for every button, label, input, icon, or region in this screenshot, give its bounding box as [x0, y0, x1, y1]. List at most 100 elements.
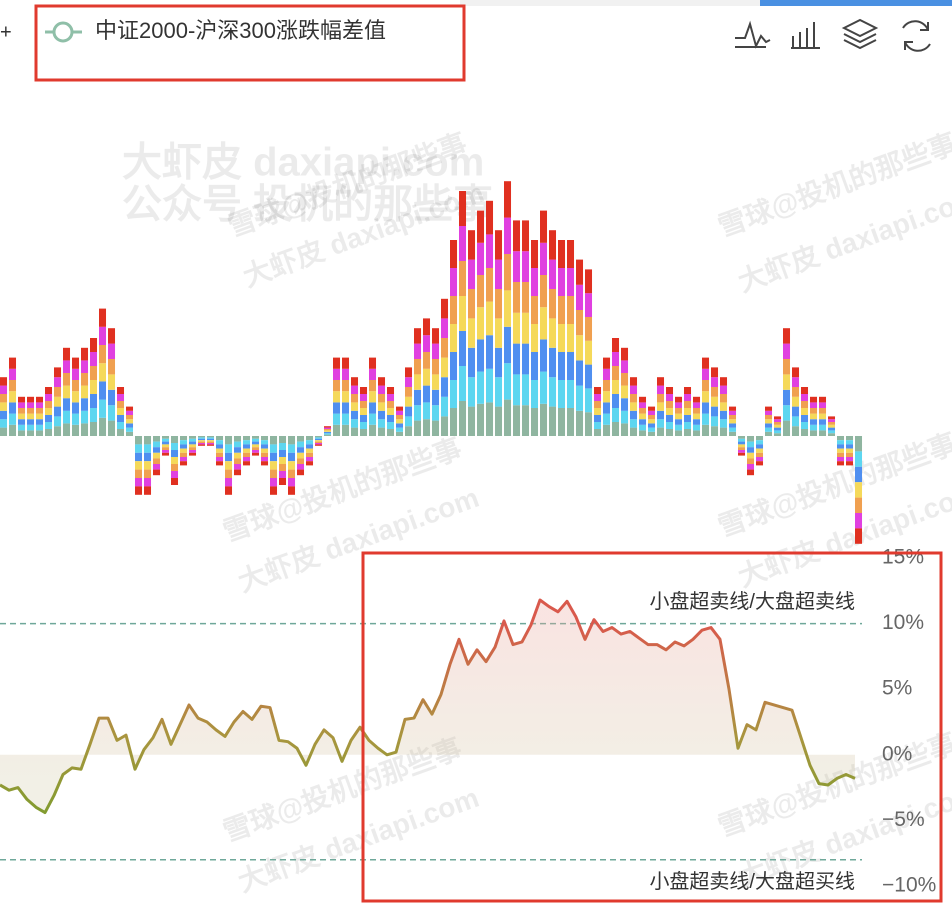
y-tick-label: 5% — [882, 677, 912, 700]
bar-segment — [54, 406, 62, 417]
bar-segment — [432, 328, 440, 344]
y-tick-label: 10% — [882, 611, 924, 634]
bar-segment — [441, 318, 449, 338]
bar-segment — [612, 422, 620, 436]
bar-segment — [576, 410, 584, 436]
bar-segment — [189, 438, 197, 442]
bar-segment — [522, 405, 530, 436]
bar-segment — [693, 430, 701, 436]
bar-segment — [630, 402, 638, 411]
bar-segment — [558, 240, 566, 268]
bar-segment — [99, 363, 107, 382]
bar-segment — [81, 423, 89, 436]
bar-segment — [99, 417, 107, 436]
bar-segment — [522, 312, 530, 344]
bar-segment — [756, 457, 764, 462]
bar-segment — [27, 408, 35, 414]
legend-label[interactable]: 中证2000-沪深300涨跌幅差值 — [95, 18, 386, 43]
bar-segment — [171, 471, 179, 478]
bar-segment — [810, 419, 818, 425]
bar-segment — [513, 282, 521, 313]
bar-segment — [234, 447, 242, 453]
bar-segment — [81, 385, 89, 399]
bar-segment — [288, 486, 296, 495]
bar-segment — [90, 352, 98, 366]
bar-segment — [522, 343, 530, 375]
bar-segment — [108, 420, 116, 436]
restore-icon[interactable] — [902, 20, 931, 52]
bar-segment — [225, 461, 233, 470]
bar-segment — [702, 413, 710, 425]
bar-segment — [243, 444, 251, 449]
bar-segment — [306, 444, 314, 449]
bar-segment — [378, 419, 386, 428]
bar-segment — [711, 377, 719, 387]
bar-segment — [153, 447, 161, 453]
bar-segment — [9, 368, 17, 380]
bar-segment — [153, 458, 161, 464]
bar-segment — [504, 326, 512, 364]
bar-segment — [333, 391, 341, 403]
bar-segment — [792, 377, 800, 387]
bar-segment — [738, 450, 746, 453]
bar-segment — [738, 438, 746, 442]
bar-segment — [18, 396, 26, 403]
legend[interactable]: 中证2000-沪深300涨跌幅差值 — [45, 18, 386, 43]
bar-segment — [567, 352, 575, 380]
bar-segment — [0, 402, 8, 411]
bar-segment — [531, 296, 539, 324]
line-switch-icon[interactable] — [735, 20, 771, 49]
bar-segment — [666, 415, 674, 422]
bar-segment — [432, 420, 440, 436]
y-tick-label: 15% — [882, 546, 924, 569]
tab[interactable] — [460, 0, 760, 6]
bar-segment — [459, 261, 467, 296]
bar-segment — [720, 377, 728, 386]
bar-segment — [846, 452, 854, 457]
bar-segment — [99, 345, 107, 364]
bar-segment — [504, 181, 512, 218]
bar-segment — [765, 427, 773, 432]
bar-segment — [27, 419, 35, 425]
bar-segment — [306, 440, 314, 445]
bar-segment — [774, 419, 782, 422]
bar-segment — [495, 289, 503, 319]
bar-segment — [765, 415, 773, 420]
bar-segment — [279, 443, 287, 450]
bar-segment — [603, 368, 611, 380]
bar-switch-icon[interactable] — [791, 22, 820, 49]
bar-segment — [414, 359, 422, 375]
bar-segment — [621, 385, 629, 399]
tab-active[interactable] — [760, 0, 952, 6]
bar-segment — [387, 387, 395, 394]
plus-button[interactable]: + — [0, 21, 12, 43]
bar-segment — [171, 478, 179, 485]
stack-icon[interactable] — [841, 18, 879, 50]
bar-segment — [684, 401, 692, 408]
bar-segment — [144, 486, 152, 495]
bar-segment — [18, 419, 26, 425]
bar-segment — [711, 367, 719, 378]
bar-segment — [405, 377, 413, 387]
bar-segment — [306, 452, 314, 457]
bar-segment — [639, 413, 647, 420]
bar-segment — [387, 422, 395, 429]
bar-segment — [612, 366, 620, 380]
bar-segment — [450, 296, 458, 324]
highlight-box — [34, 4, 466, 82]
bar-segment — [90, 380, 98, 394]
bar-segment — [405, 426, 413, 436]
bar-segment — [792, 387, 800, 397]
bar-segment — [540, 339, 548, 372]
bar-segment — [180, 444, 188, 449]
bar-segment — [234, 452, 242, 459]
bar-segment — [639, 408, 647, 414]
bar-segment — [279, 464, 287, 471]
bar-segment — [522, 374, 530, 406]
bar-segment — [594, 401, 602, 408]
bar-segment — [855, 466, 863, 483]
bar-segment — [387, 408, 395, 415]
bar-segment — [288, 461, 296, 470]
bar-segment — [693, 396, 701, 403]
